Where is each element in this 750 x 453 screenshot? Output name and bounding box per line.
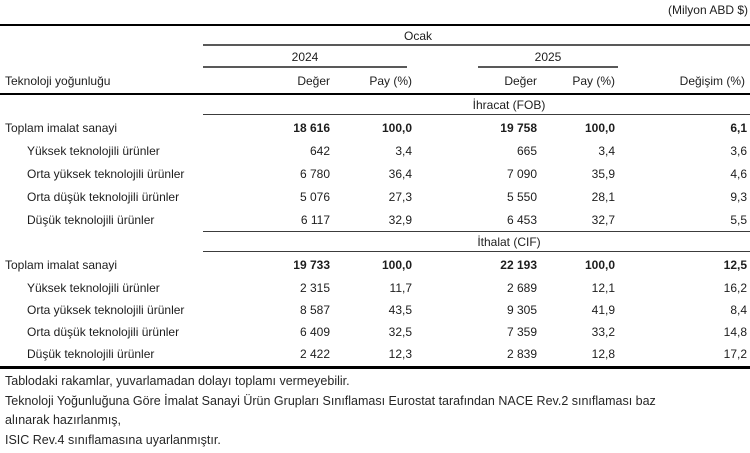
year-2024-underline <box>203 66 407 68</box>
section-imports-topline <box>203 231 750 232</box>
cell-value: 35,9 <box>591 167 615 181</box>
table-row: Orta düşük teknolojili ürünler 6 409 32,… <box>0 325 750 341</box>
cell-value: 16,2 <box>723 281 747 295</box>
cell-value: 32,9 <box>388 213 412 227</box>
cell-value: 41,9 <box>591 303 615 317</box>
year-2025-header: 2025 <box>534 50 562 64</box>
col-header-share-2024: Pay (%) <box>369 74 412 88</box>
cell-value: 32,7 <box>591 213 615 227</box>
cell-value: 6 409 <box>299 325 330 339</box>
row-label: Düşük teknolojili ürünler <box>27 213 155 227</box>
cell-value: 12,5 <box>723 258 747 272</box>
cell-value: 665 <box>516 144 537 158</box>
row-label: Yüksek teknolojili ürünler <box>27 144 160 158</box>
cell-value: 33,2 <box>591 325 615 339</box>
table-row: Orta yüksek teknolojili ürünler 6 780 36… <box>0 167 750 183</box>
footnote-rounding: Tablodaki rakamlar, yuvarlamadan dolayı … <box>5 374 350 388</box>
cell-value: 14,8 <box>723 325 747 339</box>
bottom-rule <box>0 366 750 369</box>
table-row: Orta yüksek teknolojili ürünler 8 587 43… <box>0 303 750 319</box>
cell-value: 19 758 <box>500 121 537 135</box>
table-row: Yüksek teknolojili ürünler 2 315 11,7 2 … <box>0 281 750 297</box>
table-row: Düşük teknolojili ürünler 6 117 32,9 6 4… <box>0 213 750 229</box>
cell-value: 8,4 <box>730 303 747 317</box>
cell-value: 43,5 <box>388 303 412 317</box>
row-label: Orta yüksek teknolojili ürünler <box>27 303 185 317</box>
cell-value: 100,0 <box>584 258 615 272</box>
table-row: Düşük teknolojili ürünler 2 422 12,3 2 8… <box>0 347 750 363</box>
cell-value: 3,4 <box>395 144 412 158</box>
cell-value: 3,4 <box>598 144 615 158</box>
period-underline <box>203 44 750 46</box>
table-row: Yüksek teknolojili ürünler 642 3,4 665 3… <box>0 144 750 160</box>
unit-label: (Milyon ABD $) <box>667 3 748 17</box>
row-label: Orta düşük teknolojili ürünler <box>27 190 180 204</box>
cell-value: 2 689 <box>506 281 537 295</box>
header-rule <box>0 93 750 95</box>
year-2025-underline <box>478 66 618 68</box>
table-row: Orta düşük teknolojili ürünler 5 076 27,… <box>0 190 750 206</box>
footnote-isic: ISIC Rev.4 sınıflamasına uyarlanmıştır. <box>5 433 221 447</box>
row-label: Orta yüksek teknolojili ürünler <box>27 167 185 181</box>
section-title-imports: İthalat (CIF) <box>477 235 541 249</box>
year-2024-header: 2024 <box>291 50 319 64</box>
cell-value: 22 193 <box>500 258 537 272</box>
cell-value: 28,1 <box>591 190 615 204</box>
cell-value: 9 305 <box>506 303 537 317</box>
cell-value: 5 076 <box>299 190 330 204</box>
cell-value: 5 550 <box>506 190 537 204</box>
row-header-label: Teknoloji yoğunluğu <box>5 74 111 88</box>
section-imports-underline <box>203 251 750 252</box>
cell-value: 3,6 <box>730 144 747 158</box>
section-exports-underline <box>203 114 750 115</box>
cell-value: 2 422 <box>299 347 330 361</box>
cell-value: 19 733 <box>293 258 330 272</box>
cell-value: 18 616 <box>293 121 330 135</box>
cell-value: 9,3 <box>730 190 747 204</box>
col-header-value-2024: Değer <box>297 74 330 88</box>
cell-value: 12,1 <box>591 281 615 295</box>
cell-value: 100,0 <box>381 258 412 272</box>
cell-value: 32,5 <box>388 325 412 339</box>
column-header-row: Teknoloji yoğunluğu Değer Pay (%) Değer … <box>0 74 750 90</box>
cell-value: 12,3 <box>388 347 412 361</box>
col-header-share-2025: Pay (%) <box>572 74 615 88</box>
footnote-classification: Teknoloji Yoğunluğuna Göre İmalat Sanayi… <box>5 394 656 427</box>
col-header-change: Değişim (%) <box>679 74 745 88</box>
cell-value: 5,5 <box>730 213 747 227</box>
cell-value: 2 315 <box>299 281 330 295</box>
cell-value: 100,0 <box>381 121 412 135</box>
cell-value: 7 359 <box>506 325 537 339</box>
cell-value: 7 090 <box>506 167 537 181</box>
cell-value: 27,3 <box>388 190 412 204</box>
table-row: Toplam imalat sanayi 18 616 100,0 19 758… <box>0 121 750 137</box>
cell-value: 2 839 <box>506 347 537 361</box>
cell-value: 11,7 <box>389 281 412 295</box>
section-title-exports: İhracat (FOB) <box>472 98 546 112</box>
cell-value: 6 453 <box>506 213 537 227</box>
cell-value: 8 587 <box>299 303 330 317</box>
cell-value: 12,8 <box>591 347 615 361</box>
row-label: Toplam imalat sanayi <box>5 258 118 272</box>
cell-value: 6 780 <box>299 167 330 181</box>
row-label: Düşük teknolojili ürünler <box>27 347 155 361</box>
row-label: Orta düşük teknolojili ürünler <box>27 325 180 339</box>
cell-value: 36,4 <box>388 167 412 181</box>
cell-value: 6,1 <box>730 121 747 135</box>
cell-value: 642 <box>309 144 330 158</box>
cell-value: 100,0 <box>584 121 615 135</box>
table-row: Toplam imalat sanayi 19 733 100,0 22 193… <box>0 258 750 274</box>
top-rule <box>0 24 750 26</box>
cell-value: 17,2 <box>723 347 747 361</box>
row-label: Toplam imalat sanayi <box>5 121 118 135</box>
period-header: Ocak <box>403 29 432 43</box>
cell-value: 4,6 <box>730 167 747 181</box>
row-label: Yüksek teknolojili ürünler <box>27 281 160 295</box>
cell-value: 6 117 <box>300 213 330 227</box>
col-header-value-2025: Değer <box>504 74 537 88</box>
